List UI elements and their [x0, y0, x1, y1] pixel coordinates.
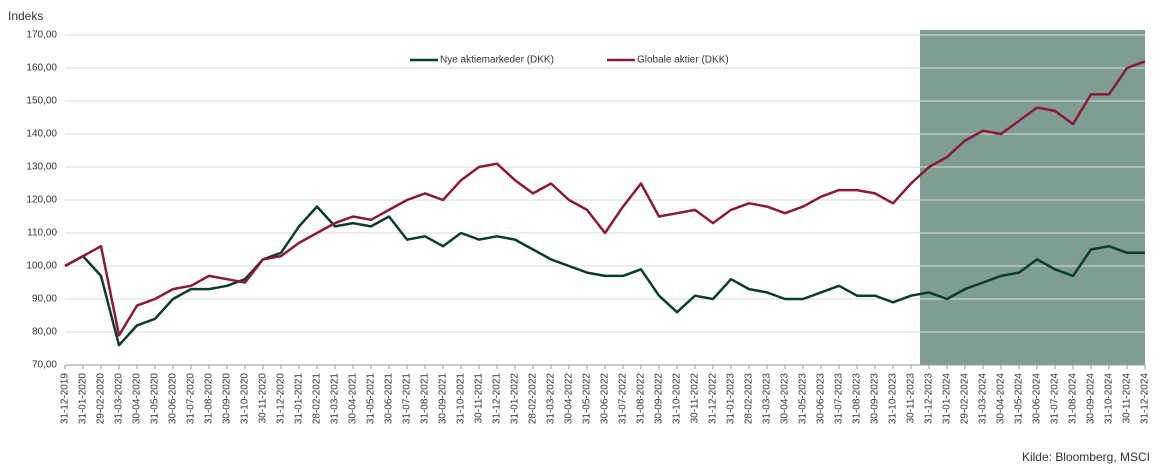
- x-tick-label: 30-04-2021: [348, 373, 359, 425]
- x-tick-label: 28-02-2022: [528, 373, 539, 425]
- x-tick-label: 28-02-2021: [312, 373, 323, 425]
- x-tick-label: 31-08-2020: [204, 373, 215, 425]
- x-tick-label: 31-12-2019: [60, 373, 71, 425]
- x-tick-label: 31-08-2024: [1068, 373, 1079, 425]
- highlight-band: [920, 30, 1145, 365]
- x-tick-label: 31-08-2021: [420, 373, 431, 425]
- x-tick-label: 31-10-2022: [672, 373, 683, 425]
- x-tick-label: 30-06-2023: [816, 373, 827, 425]
- y-tick-label: 130,00: [26, 162, 57, 173]
- x-tick-label: 30-06-2024: [1032, 373, 1043, 425]
- legend-label: Nye aktiemarkeder (DKK): [440, 55, 554, 66]
- x-tick-label: 30-06-2020: [168, 373, 179, 425]
- line-series: [64, 205, 1145, 347]
- x-tick-label: 30-09-2023: [870, 373, 881, 425]
- x-tick-label: 30-11-2023: [906, 373, 917, 424]
- x-tick-label: 31-10-2023: [888, 373, 899, 425]
- x-tick-label: 31-03-2023: [762, 373, 773, 425]
- x-tick-label: 31-03-2022: [546, 373, 557, 425]
- x-tick-label: 31-05-2020: [150, 373, 161, 425]
- x-tick-label: 31-12-2023: [924, 373, 935, 425]
- x-tick-label: 30-09-2022: [654, 373, 665, 425]
- x-tick-label: 31-01-2024: [942, 373, 953, 425]
- y-tick-label: 120,00: [26, 195, 57, 206]
- x-tick-label: 31-03-2024: [978, 373, 989, 425]
- x-tick-label: 31-07-2020: [186, 373, 197, 425]
- x-tick-label: 31-07-2023: [834, 373, 845, 425]
- y-tick-label: 160,00: [26, 63, 57, 74]
- x-tick-label: 31-03-2020: [114, 373, 125, 425]
- x-tick-label: 30-04-2024: [996, 373, 1007, 425]
- x-tick-label: 31-12-2021: [492, 373, 503, 425]
- y-tick-label: 80,00: [32, 327, 57, 338]
- x-tick-label: 30-06-2022: [600, 373, 611, 425]
- x-tick-label: 31-10-2020: [240, 373, 251, 425]
- x-tick-label: 31-08-2023: [852, 373, 863, 425]
- x-tick-label: 31-10-2021: [456, 373, 467, 425]
- x-tick-label: 30-11-2022: [690, 373, 701, 424]
- y-tick-label: 140,00: [26, 129, 57, 140]
- x-tick-label: 31-01-2022: [510, 373, 521, 425]
- x-tick-label: 31-12-2020: [276, 373, 287, 425]
- x-tick-label: 31-10-2024: [1104, 373, 1115, 425]
- x-tick-label: 30-06-2021: [384, 373, 395, 425]
- x-tick-label: 30-04-2023: [780, 373, 791, 425]
- x-tick-label: 30-04-2022: [564, 373, 575, 425]
- x-tick-label: 30-09-2021: [438, 373, 449, 425]
- x-tick-label: 30-09-2020: [222, 373, 233, 425]
- legend-label: Globale aktier (DKK): [637, 55, 729, 66]
- y-tick-label: 110,00: [27, 228, 57, 239]
- x-tick-label: 31-12-2022: [708, 373, 719, 425]
- x-tick-label: 28-02-2023: [744, 373, 755, 425]
- x-tick-label: 30-11-2020: [258, 373, 269, 424]
- y-tick-label: 100,00: [26, 261, 57, 272]
- x-tick-label: 29-02-2024: [960, 373, 971, 425]
- x-tick-label: 30-11-2024: [1122, 373, 1133, 424]
- x-tick-label: 31-05-2024: [1014, 373, 1025, 425]
- x-tick-label: 31-01-2020: [78, 373, 89, 425]
- y-tick-label: 70,00: [32, 360, 57, 371]
- y-axis-label: Indeks: [8, 9, 43, 23]
- x-tick-label: 31-07-2022: [618, 373, 629, 425]
- x-tick-label: 31-05-2023: [798, 373, 809, 425]
- x-tick-label: 30-09-2024: [1086, 373, 1097, 425]
- x-tick-label: 31-01-2023: [726, 373, 737, 425]
- line-series: [64, 60, 1146, 337]
- y-tick-label: 90,00: [32, 294, 57, 305]
- x-tick-label: 29-02-2020: [96, 373, 107, 425]
- x-tick-label: 31-07-2021: [402, 373, 413, 425]
- x-tick-label: 31-01-2021: [294, 373, 305, 425]
- x-tick-label: 30-04-2020: [132, 373, 143, 425]
- x-tick-label: 31-07-2024: [1050, 373, 1061, 425]
- y-tick-label: 170,00: [26, 30, 57, 41]
- x-tick-label: 31-12-2024: [1140, 373, 1151, 425]
- source: Kilde: Bloomberg, MSCI: [1022, 450, 1150, 464]
- x-tick-label: 31-08-2022: [636, 373, 647, 425]
- x-tick-label: 31-05-2022: [582, 373, 593, 425]
- x-tick-label: 31-05-2021: [366, 373, 377, 425]
- x-tick-label: 31-03-2021: [330, 373, 341, 425]
- y-tick-label: 150,00: [26, 96, 57, 107]
- x-tick-label: 30-11-2021: [474, 373, 485, 424]
